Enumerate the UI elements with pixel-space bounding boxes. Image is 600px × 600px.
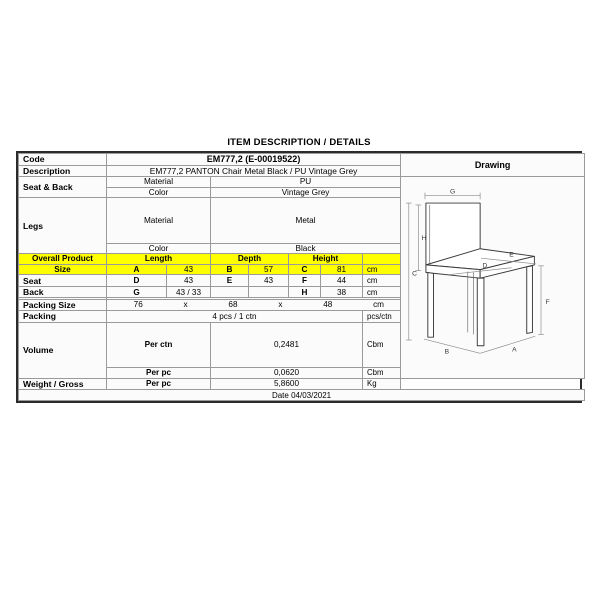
packing-unit: pcs/ctn	[361, 310, 402, 323]
back-depth-key	[210, 285, 249, 299]
code-value: EM777,2 (E-00019522)	[105, 153, 402, 166]
overall-depth-key: B	[210, 263, 249, 276]
packing-label: Packing	[18, 310, 107, 323]
packing-size-length: 76	[133, 300, 143, 310]
seat-back-material-label: Material	[106, 176, 211, 188]
chair-isometric-drawing: G H C E D F B A	[406, 189, 550, 356]
overall-length-value: 43	[166, 263, 211, 276]
packing-size-unit: cm	[373, 300, 384, 310]
overall-depth-value: 57	[248, 263, 289, 276]
unit-header-cell	[361, 253, 402, 265]
back-height-value: 38	[320, 285, 363, 299]
drawing-label-E: E	[509, 252, 514, 259]
drawing-label-D: D	[483, 263, 488, 270]
drawing-label-A: A	[512, 347, 517, 354]
overall-height-key: C	[288, 263, 321, 276]
seat-row-label: Seat	[18, 274, 107, 287]
seat-back-color-value: Vintage Grey	[209, 186, 402, 199]
spacer-cell-right	[105, 297, 402, 300]
date-value: Date 04/03/2021	[17, 389, 586, 401]
volume-per-pc-value: 0,0620	[210, 367, 363, 379]
seat-back-material-value: PU	[209, 176, 402, 188]
weight-unit: Kg	[361, 377, 402, 391]
table-row: Size A 43 B 57 C 81 cm	[18, 263, 585, 276]
table-row: Legs Material Metal	[18, 197, 585, 255]
packing-size-separator-1: x	[183, 300, 188, 310]
description-value: EM777,2 PANTON Chair Metal Black / PU Vi…	[105, 164, 402, 178]
seat-height-key: F	[288, 274, 321, 287]
volume-per-ctn-unit: Cbm	[361, 321, 402, 369]
overall-unit: cm	[361, 263, 402, 276]
weight-per-pc-value: 5,8600	[210, 377, 363, 391]
volume-per-ctn-value: 0,2481	[210, 321, 363, 369]
page-title: ITEM DESCRIPTION / DETAILS	[227, 137, 371, 148]
table-row: Volume Per ctn 0,2481 Cbm	[18, 321, 585, 379]
table-row: Seat & Back Material PU	[18, 176, 586, 379]
weight-label: Weight / Gross	[18, 377, 107, 391]
table-row: Back G 43 / 33 H 38 cm	[18, 285, 585, 299]
legs-material-value: Metal	[209, 197, 402, 244]
legs-color-value: Black	[209, 242, 402, 255]
packing-size-width: 68	[228, 300, 238, 310]
overall-size-label-line1: Overall Product	[18, 253, 107, 265]
spec-table-frame: Code EM777,2 (E-00019522) Drawing Descri…	[16, 151, 586, 403]
description-label: Description	[18, 164, 107, 178]
seat-back-label: Seat & Back	[18, 176, 107, 199]
seat-depth-key: E	[210, 274, 249, 287]
legs-color-label: Color	[106, 242, 211, 255]
legs-material-label: Material	[106, 197, 211, 244]
spec-table: Code EM777,2 (E-00019522) Drawing Descri…	[17, 152, 586, 401]
packing-size-values: 76 x 68 x 48 cm	[105, 298, 402, 312]
code-label: Code	[18, 153, 107, 166]
drawing-header: Drawing	[400, 152, 586, 178]
back-depth-value	[248, 285, 289, 299]
volume-label: Volume	[18, 321, 107, 379]
back-length-key: G	[106, 285, 167, 299]
seat-length-value: 43	[166, 274, 211, 287]
overall-length-key: A	[106, 263, 167, 276]
overall-size-label-line2: Size	[18, 263, 107, 276]
seat-unit: cm	[361, 274, 402, 287]
back-unit: cm	[361, 285, 402, 299]
seat-length-key: D	[106, 274, 167, 287]
drawing-label-F: F	[546, 299, 550, 306]
legs-label: Legs	[18, 197, 107, 255]
table-row: Description EM777,2 PANTON Chair Metal B…	[18, 164, 585, 178]
volume-per-ctn-label: Per ctn	[106, 321, 211, 369]
packing-size-separator-2: x	[278, 300, 283, 310]
table-row-date: Date 04/03/2021	[17, 389, 586, 401]
drawing-label-C: C	[412, 271, 417, 278]
drawing-panel: G H C E D F B A	[400, 176, 586, 379]
drawing-label-G: G	[450, 189, 455, 196]
seat-depth-value: 43	[248, 274, 289, 287]
volume-per-pc-label: Per pc	[106, 367, 211, 379]
table-row: Code EM777,2 (E-00019522) Drawing	[18, 152, 586, 178]
back-row-label: Back	[18, 285, 107, 299]
packing-size-label: Packing Size	[18, 298, 107, 312]
seat-back-color-label: Color	[106, 186, 211, 199]
drawing-label-H: H	[422, 235, 427, 242]
packing-value: 4 pcs / 1 ctn	[106, 310, 363, 323]
packing-size-height: 48	[323, 300, 333, 310]
volume-per-pc-unit: Cbm	[361, 367, 402, 379]
seat-height-value: 44	[320, 274, 363, 287]
back-height-key: H	[288, 285, 321, 299]
column-header-length: Length	[106, 253, 211, 265]
table-row: Weight / Gross Per pc 5,8600 Kg	[18, 377, 585, 391]
weight-per-pc-label: Per pc	[106, 377, 211, 391]
back-length-value: 43 / 33	[166, 285, 211, 299]
overall-height-value: 81	[320, 263, 363, 276]
column-header-height: Height	[288, 253, 363, 265]
table-row: Packing Size 76 x 68 x 48 cm	[18, 298, 585, 312]
drawing-label-B: B	[445, 349, 450, 356]
table-row-spacer	[18, 297, 585, 300]
column-header-depth: Depth	[210, 253, 289, 265]
